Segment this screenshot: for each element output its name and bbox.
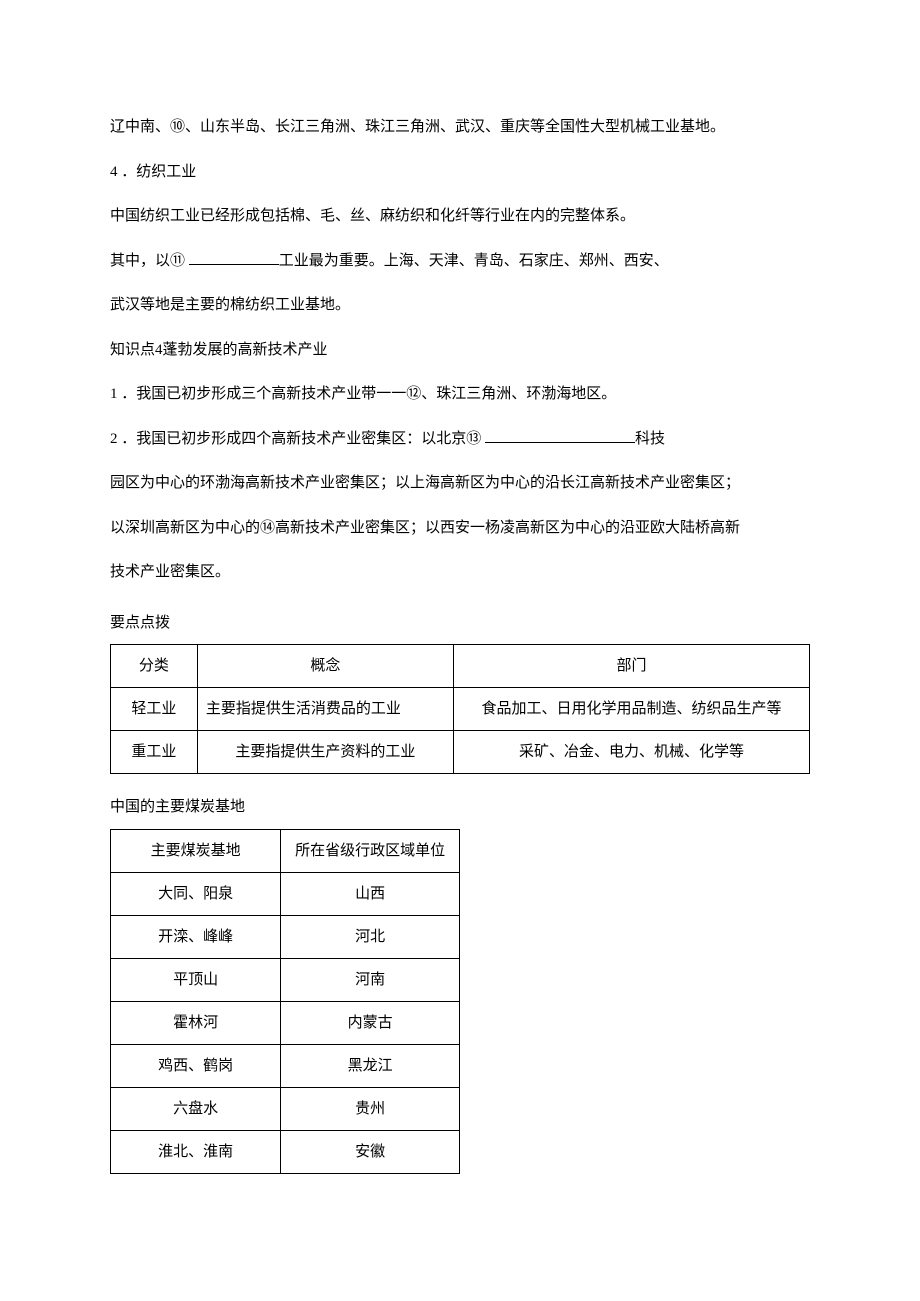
- column-header: 概念: [197, 645, 453, 688]
- table-row: 鸡西、鹤岗 黑龙江: [111, 1044, 460, 1087]
- heading-text: ．纺织工业: [118, 164, 197, 180]
- table-cell: 平顶山: [111, 958, 281, 1001]
- coal-bases-table: 主要煤炭基地 所在省级行政区域单位 大同、阳泉 山西 开滦、峰峰 河北 平顶山 …: [110, 829, 460, 1174]
- coal-bases-label: 中国的主要煤炭基地: [110, 790, 810, 825]
- table-cell: 主要指提供生活消费品的工业: [197, 688, 453, 731]
- table-cell: 食品加工、日用化学用品制造、纺织品生产等: [454, 688, 810, 731]
- fill-blank-11[interactable]: [189, 249, 279, 265]
- column-header: 主要煤炭基地: [111, 829, 281, 872]
- list-number: 4: [110, 164, 118, 180]
- table-row: 六盘水 贵州: [111, 1087, 460, 1130]
- table-cell: 六盘水: [111, 1087, 281, 1130]
- column-header: 所在省级行政区域单位: [281, 829, 460, 872]
- table-header-row: 分类 概念 部门: [111, 645, 810, 688]
- table-cell: 采矿、冶金、电力、机械、化学等: [454, 731, 810, 774]
- paragraph: 技术产业密集区。: [110, 555, 810, 590]
- table-cell: 河南: [281, 958, 460, 1001]
- table-header-row: 主要煤炭基地 所在省级行政区域单位: [111, 829, 460, 872]
- table-cell: 轻工业: [111, 688, 198, 731]
- text-fragment: ．我国已初步形成四个高新技术产业密集区：以北京⑬: [118, 431, 486, 447]
- table-cell: 内蒙古: [281, 1001, 460, 1044]
- table-row: 大同、阳泉 山西: [111, 872, 460, 915]
- table-cell: 河北: [281, 915, 460, 958]
- table-row: 淮北、淮南 安徽: [111, 1130, 460, 1173]
- paragraph-with-blank: 其中，以⑪ 工业最为重要。上海、天津、青岛、石家庄、郑州、西安、: [110, 244, 810, 279]
- text-fragment: ．我国已初步形成三个高新技术产业带一一⑫、珠江三角洲、环渤海地区。: [118, 386, 617, 402]
- text-fragment: 其中，以⑪: [110, 253, 189, 269]
- table-cell: 霍林河: [111, 1001, 281, 1044]
- table-row: 重工业 主要指提供生产资料的工业 采矿、冶金、电力、机械、化学等: [111, 731, 810, 774]
- heading-hightech: 知识点4蓬勃发展的高新技术产业: [110, 333, 810, 368]
- table-row: 开滦、峰峰 河北: [111, 915, 460, 958]
- list-number: 1: [110, 386, 118, 402]
- table-cell: 黑龙江: [281, 1044, 460, 1087]
- table-cell: 安徽: [281, 1130, 460, 1173]
- list-item-1: 1 ．我国已初步形成三个高新技术产业带一一⑫、珠江三角洲、环渤海地区。: [110, 377, 810, 412]
- paragraph: 辽中南、⑩、山东半岛、长江三角洲、珠江三角洲、武汉、重庆等全国性大型机械工业基地…: [110, 110, 810, 145]
- paragraph: 武汉等地是主要的棉纺织工业基地。: [110, 288, 810, 323]
- table-cell: 开滦、峰峰: [111, 915, 281, 958]
- table-cell: 鸡西、鹤岗: [111, 1044, 281, 1087]
- fill-blank-13[interactable]: [485, 427, 635, 443]
- tips-label: 要点点拨: [110, 606, 810, 641]
- table-cell: 山西: [281, 872, 460, 915]
- table-cell: 主要指提供生产资料的工业: [197, 731, 453, 774]
- document-page: 辽中南、⑩、山东半岛、长江三角洲、珠江三角洲、武汉、重庆等全国性大型机械工业基地…: [0, 0, 920, 1244]
- text-fragment: 科技: [635, 431, 665, 447]
- table-row: 轻工业 主要指提供生活消费品的工业 食品加工、日用化学用品制造、纺织品生产等: [111, 688, 810, 731]
- table-cell: 重工业: [111, 731, 198, 774]
- table-row: 平顶山 河南: [111, 958, 460, 1001]
- heading-textile: 4 ．纺织工业: [110, 155, 810, 190]
- table-cell: 淮北、淮南: [111, 1130, 281, 1173]
- paragraph: 园区为中心的环渤海高新技术产业密集区；以上海高新区为中心的沿长江高新技术产业密集…: [110, 466, 810, 501]
- table-row: 霍林河 内蒙古: [111, 1001, 460, 1044]
- list-item-2: 2 ．我国已初步形成四个高新技术产业密集区：以北京⑬ 科技: [110, 422, 810, 457]
- table-cell: 贵州: [281, 1087, 460, 1130]
- paragraph: 以深圳高新区为中心的⑭高新技术产业密集区；以西安一杨凌高新区为中心的沿亚欧大陆桥…: [110, 511, 810, 546]
- column-header: 分类: [111, 645, 198, 688]
- column-header: 部门: [454, 645, 810, 688]
- paragraph: 中国纺织工业已经形成包括棉、毛、丝、麻纺织和化纤等行业在内的完整体系。: [110, 199, 810, 234]
- table-cell: 大同、阳泉: [111, 872, 281, 915]
- list-number: 2: [110, 431, 118, 447]
- industry-classification-table: 分类 概念 部门 轻工业 主要指提供生活消费品的工业 食品加工、日用化学用品制造…: [110, 644, 810, 774]
- text-fragment: 工业最为重要。上海、天津、青岛、石家庄、郑州、西安、: [279, 253, 669, 269]
